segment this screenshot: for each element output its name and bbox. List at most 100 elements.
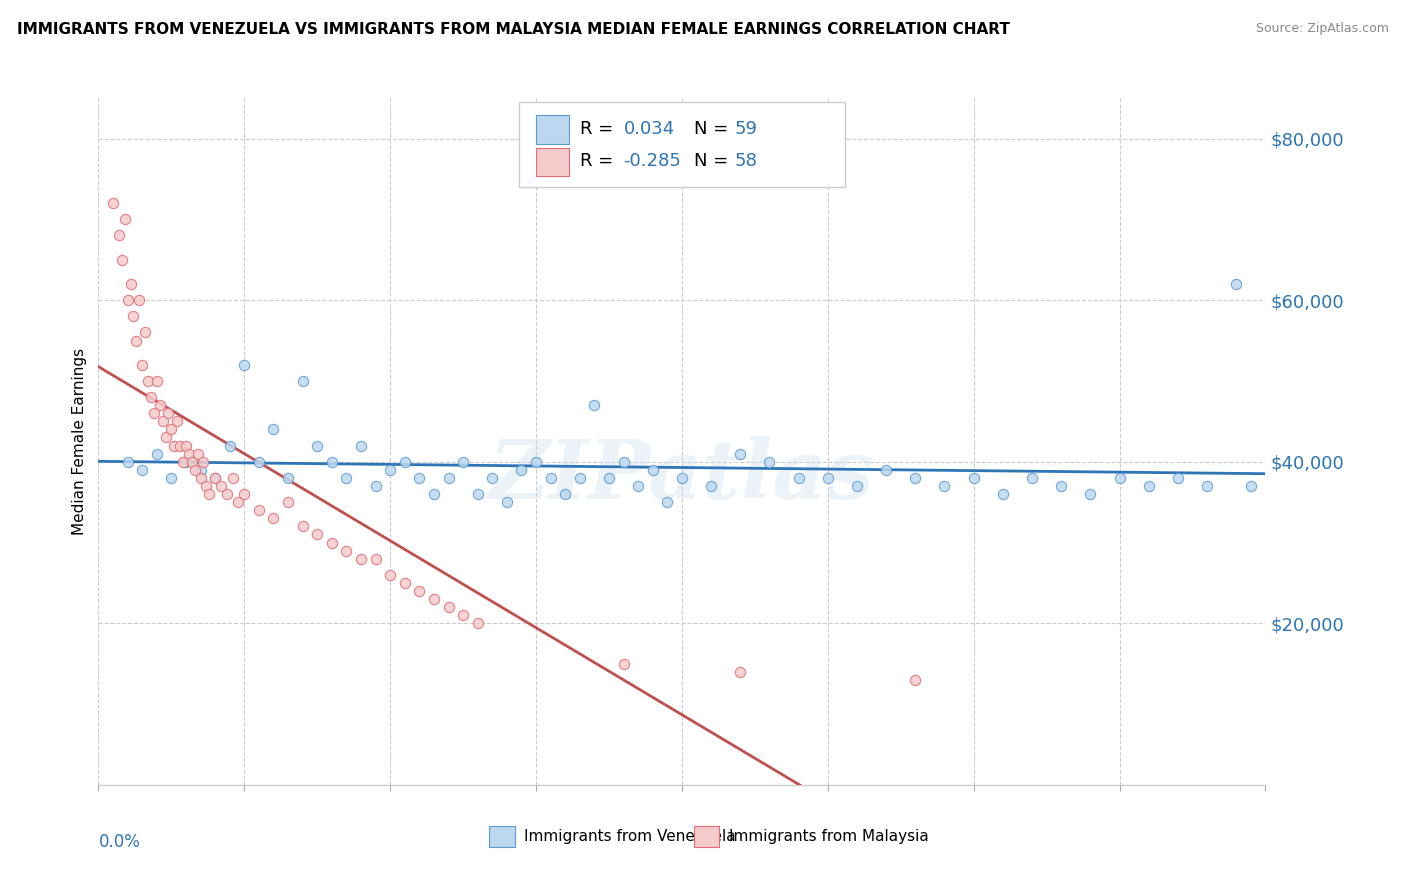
Point — [187, 447, 209, 461]
Point — [335, 543, 357, 558]
Point — [128, 293, 150, 307]
Point — [157, 406, 180, 420]
Text: R =: R = — [581, 120, 620, 138]
Point — [700, 479, 723, 493]
Point — [142, 406, 165, 420]
Point — [875, 463, 897, 477]
Text: Source: ZipAtlas.com: Source: ZipAtlas.com — [1256, 22, 1389, 36]
Text: N =: N = — [693, 120, 734, 138]
Point — [215, 487, 238, 501]
Point — [195, 479, 218, 493]
Text: 59: 59 — [734, 120, 758, 138]
Point — [146, 447, 169, 461]
Point — [904, 471, 927, 485]
Point — [1225, 277, 1247, 291]
Point — [481, 471, 503, 485]
Y-axis label: Median Female Earnings: Median Female Earnings — [72, 348, 87, 535]
Point — [125, 334, 148, 348]
Point — [1167, 471, 1189, 485]
Point — [307, 439, 329, 453]
Point — [364, 479, 387, 493]
Point — [262, 422, 284, 436]
Text: ZIPatlas: ZIPatlas — [489, 436, 875, 516]
Point — [554, 487, 576, 501]
Point — [160, 471, 183, 485]
Point — [131, 463, 153, 477]
Point — [758, 455, 780, 469]
Point — [657, 495, 679, 509]
Point — [524, 455, 547, 469]
Point — [350, 551, 373, 566]
Point — [174, 439, 197, 453]
Point — [321, 535, 343, 549]
Point — [408, 584, 430, 599]
Point — [904, 673, 927, 687]
Text: 58: 58 — [734, 153, 758, 170]
Point — [204, 471, 226, 485]
Point — [1021, 471, 1043, 485]
Point — [583, 398, 606, 412]
Text: -0.285: -0.285 — [624, 153, 682, 170]
Point — [139, 390, 162, 404]
Point — [190, 463, 212, 477]
Point — [307, 527, 329, 541]
Point — [451, 608, 474, 623]
Point — [467, 487, 489, 501]
Point — [1108, 471, 1130, 485]
Point — [108, 228, 131, 243]
Point — [350, 439, 373, 453]
FancyBboxPatch shape — [536, 147, 568, 177]
Point — [262, 511, 284, 525]
Point — [335, 471, 357, 485]
Point — [1195, 479, 1218, 493]
Point — [160, 422, 183, 436]
Point — [190, 471, 212, 485]
Point — [155, 430, 177, 444]
Point — [114, 212, 136, 227]
Point — [991, 487, 1014, 501]
Point — [467, 616, 489, 631]
Point — [136, 374, 159, 388]
Text: Immigrants from Venezuela: Immigrants from Venezuela — [524, 829, 735, 844]
Point — [1137, 479, 1160, 493]
Point — [510, 463, 533, 477]
Point — [228, 495, 250, 509]
Point — [612, 657, 634, 671]
Point — [394, 455, 416, 469]
Point — [117, 293, 139, 307]
Point — [934, 479, 956, 493]
Point — [277, 495, 299, 509]
FancyBboxPatch shape — [519, 102, 845, 187]
Point — [233, 487, 256, 501]
Point — [787, 471, 810, 485]
Point — [117, 455, 139, 469]
Point — [846, 479, 869, 493]
Point — [218, 439, 240, 453]
Point — [209, 479, 232, 493]
Point — [321, 455, 343, 469]
Point — [101, 196, 124, 211]
Point — [111, 252, 134, 267]
Point — [291, 374, 314, 388]
Point — [408, 471, 430, 485]
Point — [423, 592, 446, 607]
Point — [540, 471, 562, 485]
Point — [1240, 479, 1263, 493]
Point — [146, 374, 169, 388]
Text: 0.034: 0.034 — [624, 120, 675, 138]
FancyBboxPatch shape — [489, 826, 515, 847]
Point — [169, 439, 191, 453]
Point — [134, 326, 156, 340]
Point — [277, 471, 299, 485]
Point — [394, 576, 416, 591]
Point — [1080, 487, 1102, 501]
Point — [174, 455, 197, 469]
Point — [380, 567, 402, 582]
Point — [437, 471, 460, 485]
Point — [423, 487, 446, 501]
Text: IMMIGRANTS FROM VENEZUELA VS IMMIGRANTS FROM MALAYSIA MEDIAN FEMALE EARNINGS COR: IMMIGRANTS FROM VENEZUELA VS IMMIGRANTS … — [17, 22, 1010, 37]
Point — [568, 471, 591, 485]
Point — [641, 463, 664, 477]
Point — [380, 463, 402, 477]
Text: Immigrants from Malaysia: Immigrants from Malaysia — [728, 829, 928, 844]
